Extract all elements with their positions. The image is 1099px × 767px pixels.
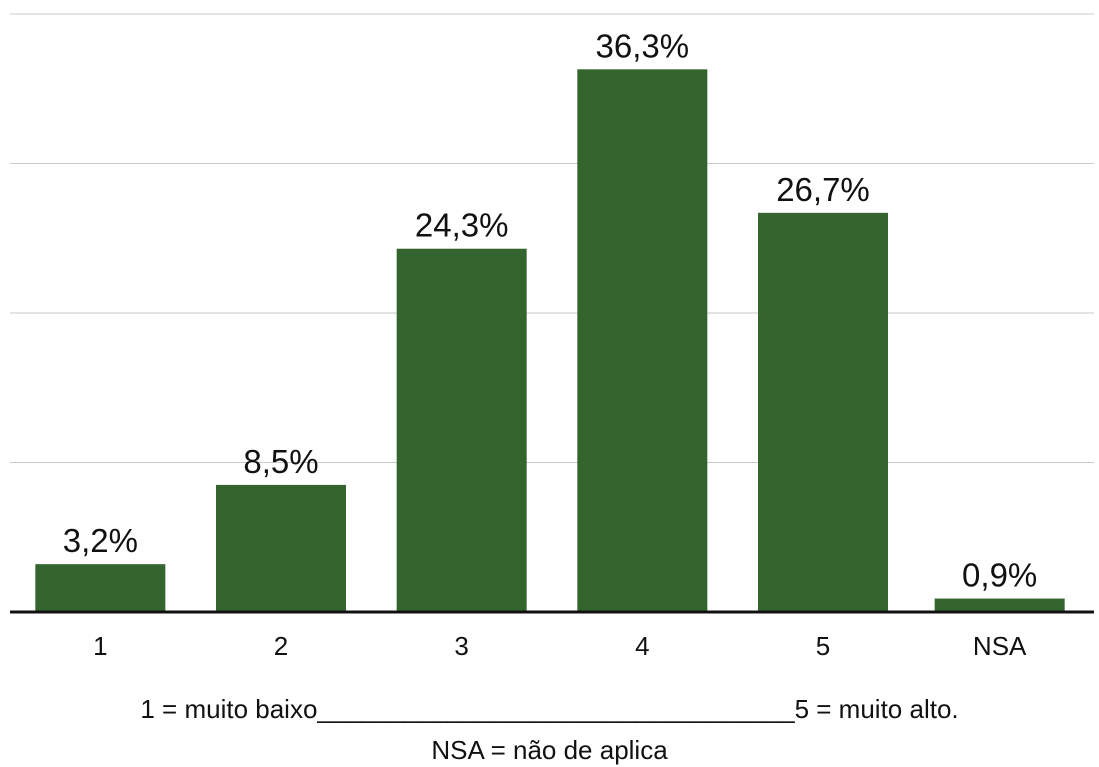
x-tick-label-5: 5 <box>816 631 830 661</box>
scale-note: 1 = muito baixo_________________________… <box>140 694 959 724</box>
x-tick-label-3: 3 <box>454 631 468 661</box>
bars <box>35 69 1065 612</box>
bar-1 <box>35 564 166 612</box>
bar-5 <box>758 212 888 612</box>
data-label-1: 3,2% <box>63 522 138 559</box>
data-label-nsa: 0,9% <box>962 557 1037 594</box>
data-labels: 3,2% 8,5% 24,3% 36,3% 26,7% 0,9% <box>63 27 1038 593</box>
x-tick-label-nsa: NSA <box>973 631 1027 661</box>
nsa-note: NSA = não de aplica <box>431 735 668 765</box>
x-tick-label-2: 2 <box>274 631 288 661</box>
x-tick-label-1: 1 <box>93 631 107 661</box>
data-label-4: 36,3% <box>596 27 690 64</box>
x-tick-labels: 1 2 3 4 5 NSA <box>93 631 1027 661</box>
data-label-3: 24,3% <box>415 207 509 244</box>
bar-4 <box>577 69 708 612</box>
x-tick-label-4: 4 <box>635 631 649 661</box>
data-label-5: 26,7% <box>776 171 870 208</box>
data-label-2: 8,5% <box>243 443 318 480</box>
gridlines <box>10 13 1094 463</box>
bar-2 <box>216 484 346 612</box>
bar-3 <box>396 248 527 612</box>
bar-nsa <box>934 598 1065 612</box>
